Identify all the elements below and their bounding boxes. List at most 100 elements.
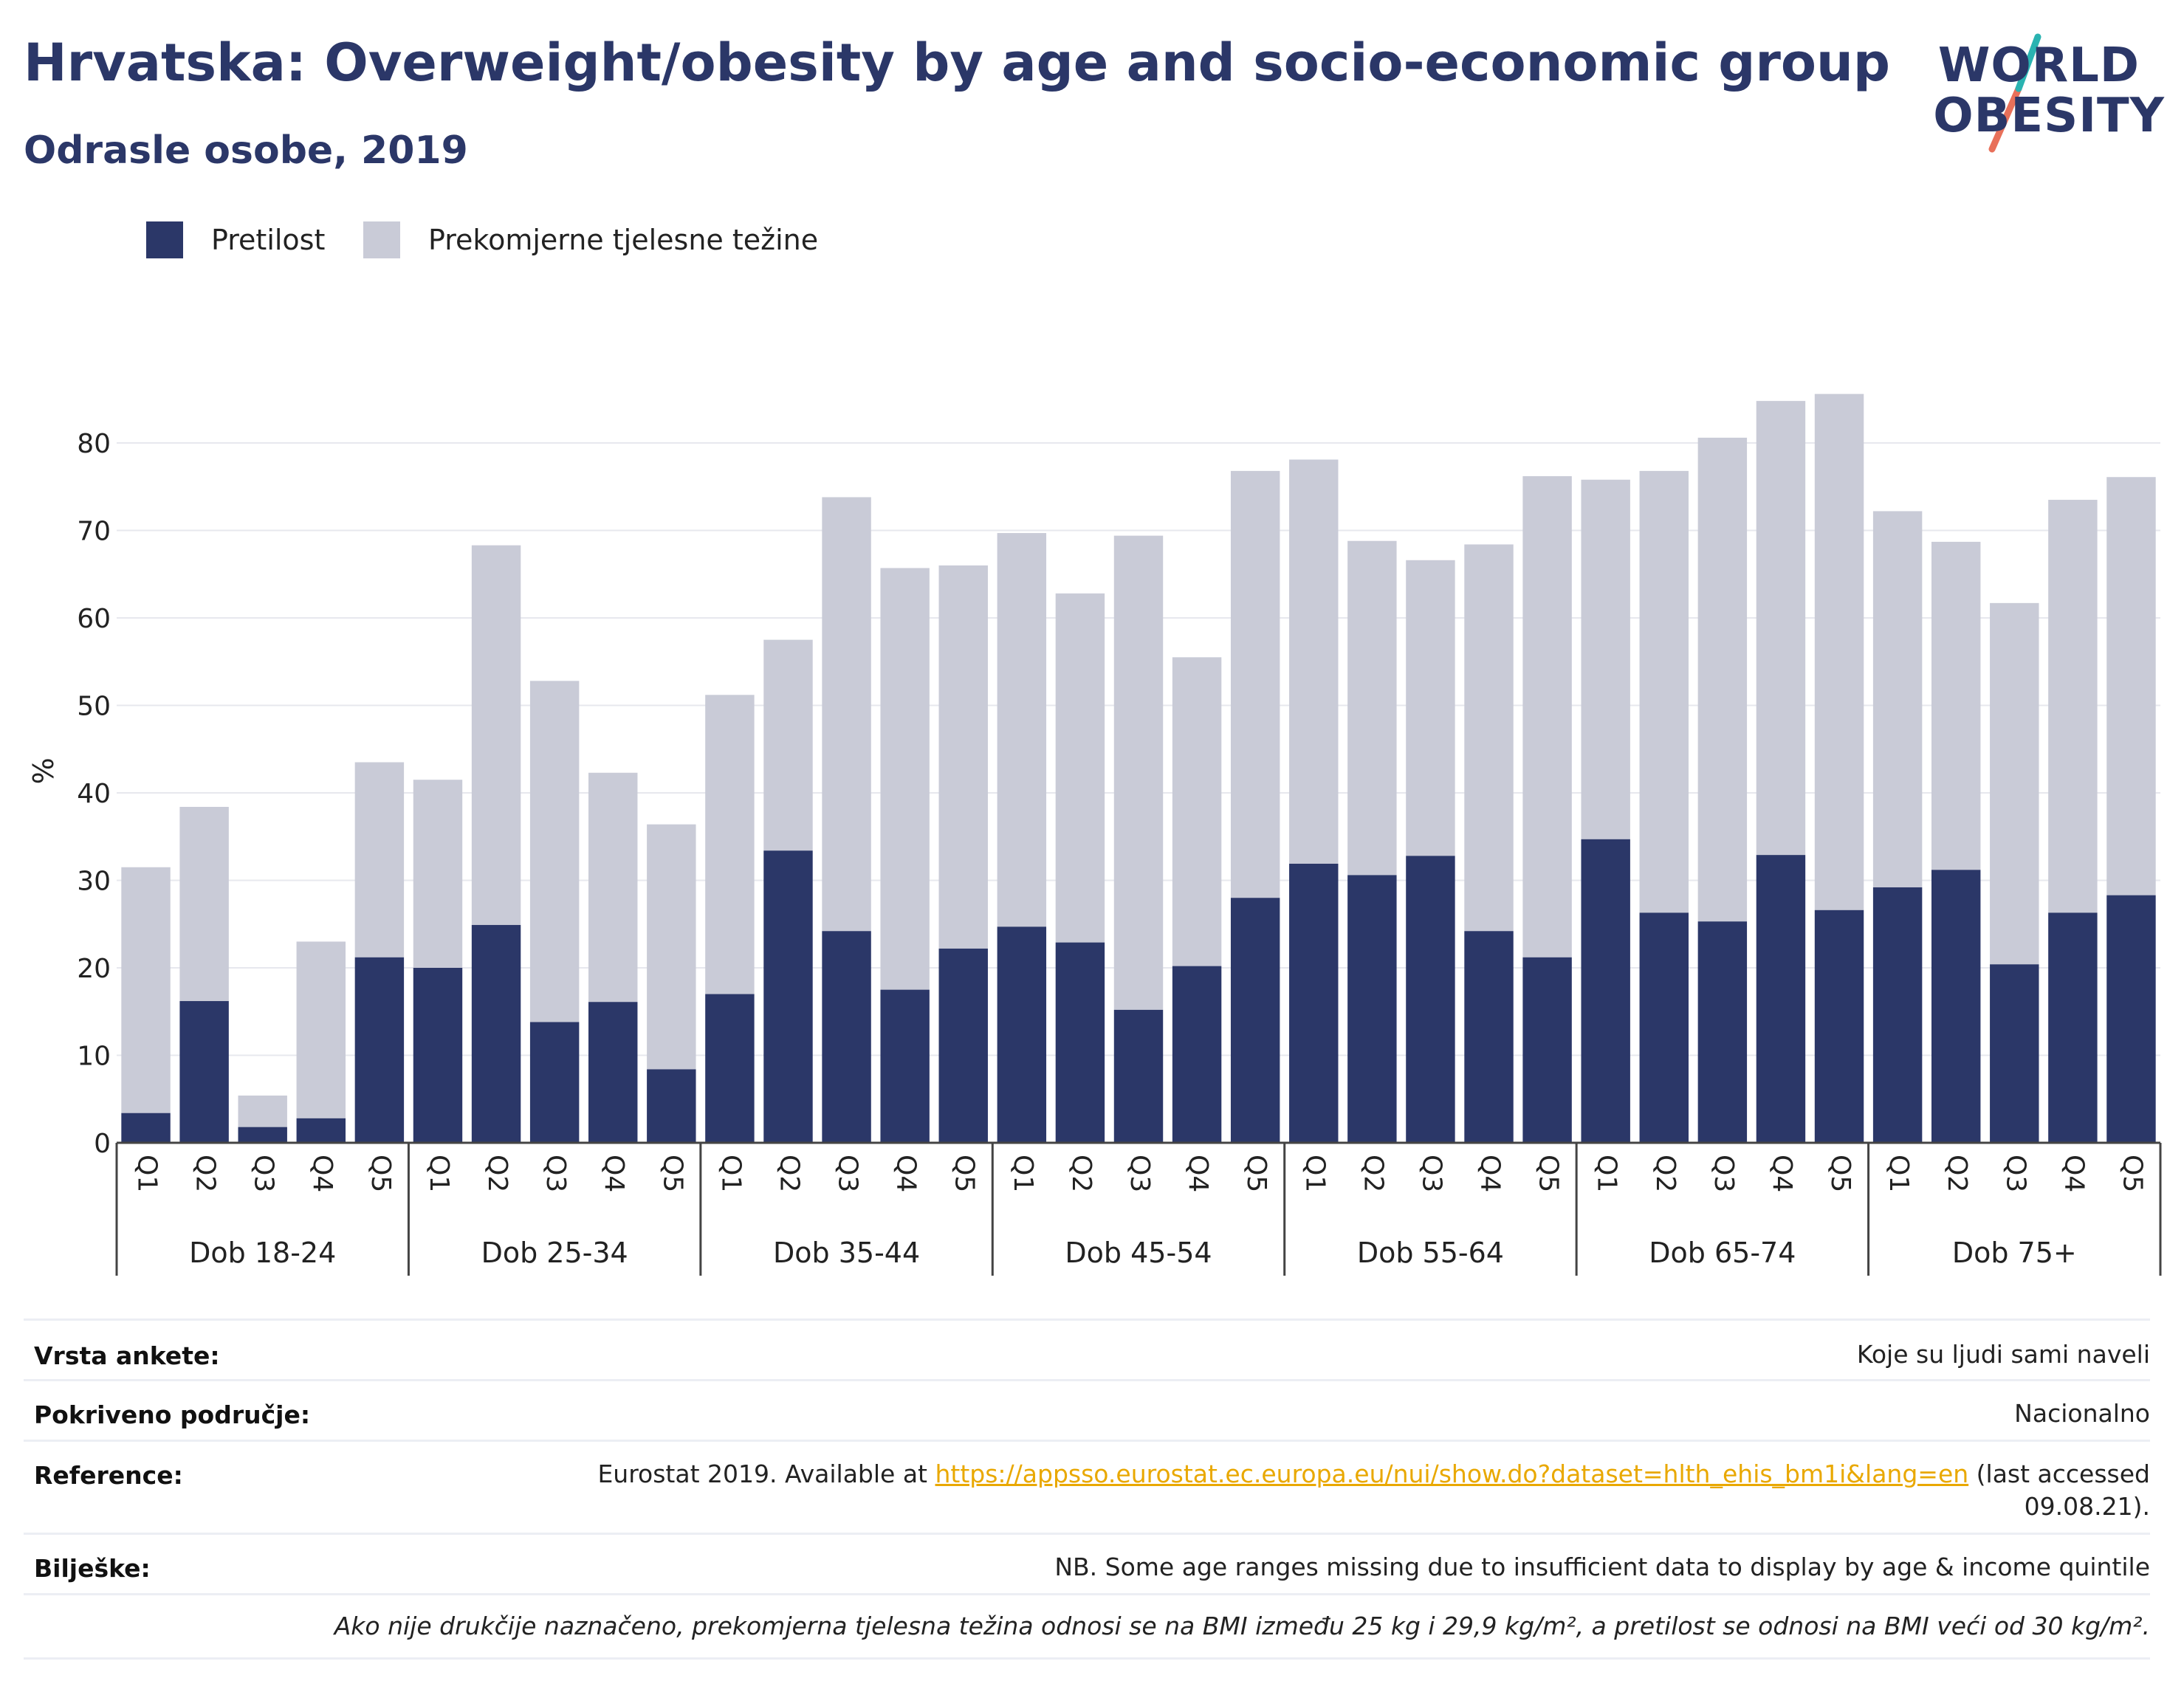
y-tick-label: 10: [77, 1042, 111, 1072]
bar-obesity: [1406, 856, 1455, 1143]
x-tick-label: Q3: [249, 1155, 279, 1192]
bar-overweight: [822, 497, 871, 932]
footer-row-coverage: Pokriveno područje: Nacionalno: [24, 1379, 2150, 1442]
bar-obesity: [1697, 921, 1748, 1143]
bar-obesity: [1814, 910, 1864, 1143]
legend-item-obesity[interactable]: Pretilost: [146, 218, 325, 262]
bar-overweight: [413, 780, 463, 968]
bar-overweight: [1872, 511, 1923, 887]
bar-obesity: [2106, 895, 2156, 1143]
bar-overweight: [529, 681, 580, 1022]
group-label: Dob 25-34: [481, 1237, 628, 1269]
bar-obesity: [1230, 898, 1280, 1143]
bar-obesity: [121, 1113, 171, 1143]
bar-overweight: [880, 568, 930, 990]
bar-overweight: [471, 545, 521, 925]
bar-obesity: [763, 850, 813, 1143]
coverage-value: Nacionalno: [2014, 1399, 2150, 1428]
bar-obesity: [880, 989, 930, 1143]
legend-swatch-obesity: [146, 221, 183, 258]
bar-obesity: [296, 1118, 346, 1143]
coverage-label: Pokriveno područje:: [34, 1400, 311, 1429]
group-label: Dob 55-64: [1357, 1237, 1504, 1269]
x-tick-label: Q1: [1299, 1155, 1330, 1192]
x-tick-label: Q3: [1709, 1155, 1739, 1192]
legend-item-overweight[interactable]: Prekomjerne tjelesne težine: [363, 218, 818, 262]
y-tick-label: 70: [77, 517, 111, 547]
x-tick-label: Q5: [950, 1155, 980, 1192]
bar-overweight: [121, 867, 171, 1113]
bar-overweight: [1289, 459, 1339, 864]
bar-overweight: [1055, 593, 1105, 943]
bar-obesity: [179, 1001, 229, 1143]
bar-obesity: [471, 924, 521, 1143]
legend-label-obesity: Pretilost: [211, 224, 326, 256]
y-tick-label: 40: [77, 779, 111, 809]
x-tick-label: Q5: [657, 1155, 687, 1192]
legend-swatch-overweight: [363, 221, 400, 258]
x-tick-label: Q4: [599, 1155, 629, 1192]
x-tick-label: Q1: [1008, 1155, 1038, 1192]
bar-overweight: [588, 772, 638, 1003]
reference-link[interactable]: https://appsso.eurostat.ec.europa.eu/nui…: [935, 1460, 1969, 1488]
bar-overweight: [1756, 401, 1806, 856]
bar-obesity: [1172, 966, 1222, 1143]
y-tick-label: 0: [94, 1129, 111, 1159]
bar-overweight: [1581, 479, 1630, 839]
x-tick-label: Q5: [1825, 1155, 1855, 1192]
bar-overweight: [1464, 544, 1514, 932]
x-tick-label: Q2: [774, 1155, 804, 1192]
bar-obesity: [588, 1002, 638, 1143]
y-axis-label: %: [27, 757, 60, 784]
x-tick-label: Q2: [1066, 1155, 1096, 1192]
x-tick-label: Q3: [540, 1155, 571, 1192]
bar-overweight: [238, 1096, 287, 1127]
x-tick-label: Q4: [891, 1155, 921, 1192]
x-tick-label: Q1: [1883, 1155, 1914, 1192]
bar-overweight: [2106, 477, 2156, 895]
bar-overweight: [705, 695, 755, 994]
bar-obesity: [1639, 912, 1689, 1143]
bar-overweight: [2048, 500, 2098, 913]
bar-overweight: [1697, 437, 1748, 922]
bar-overweight: [296, 941, 346, 1118]
bar-overweight: [1931, 541, 1981, 870]
bar-overweight: [997, 533, 1047, 927]
bar-overweight: [1522, 476, 1572, 957]
bar-overweight: [179, 806, 229, 1002]
x-tick-label: Q2: [1358, 1155, 1388, 1192]
bar-overweight: [1172, 657, 1222, 966]
reference-value: Eurostat 2019. Available at https://apps…: [597, 1458, 2150, 1523]
bar-obesity: [647, 1069, 696, 1143]
bar-obesity: [1990, 964, 2039, 1143]
bar-obesity: [1055, 942, 1105, 1143]
logo-line-2: OBESITY: [1933, 89, 2165, 143]
world-obesity-slash-icon: [1988, 33, 2042, 153]
bar-obesity: [354, 957, 405, 1143]
bar-obesity: [1872, 887, 1923, 1143]
group-label: Dob 75+: [1952, 1237, 2077, 1269]
bar-overweight: [1814, 393, 1864, 910]
bar-obesity: [997, 926, 1047, 1143]
x-tick-label: Q3: [833, 1155, 863, 1192]
logo-line-1: WORLD: [1937, 38, 2140, 93]
x-tick-label: Q3: [1124, 1155, 1155, 1192]
x-tick-label: Q4: [1767, 1155, 1797, 1192]
notes-value: NB. Some age ranges missing due to insuf…: [1054, 1553, 2150, 1581]
bar-obesity: [1464, 931, 1514, 1143]
x-tick-label: Q3: [2000, 1155, 2030, 1192]
bar-overweight: [1113, 535, 1164, 1010]
bar-overweight: [1990, 602, 2039, 965]
bar-obesity: [413, 968, 463, 1143]
x-tick-label: Q2: [1942, 1155, 1972, 1192]
bar-overweight: [354, 762, 405, 957]
group-label: Dob 35-44: [773, 1237, 920, 1269]
bar-overweight: [647, 824, 696, 1070]
group-label: Dob 45-54: [1065, 1237, 1212, 1269]
reference-suffix: (last accessed: [1968, 1460, 2150, 1488]
footer-row-survey: Vrsta ankete: Koje su ljudi sami naveli: [24, 1318, 2150, 1381]
y-tick-label: 30: [77, 867, 111, 897]
x-tick-label: Q4: [307, 1155, 337, 1192]
y-tick-label: 60: [77, 604, 111, 634]
world-obesity-logo: WORLD OBESITY: [1920, 22, 2171, 155]
